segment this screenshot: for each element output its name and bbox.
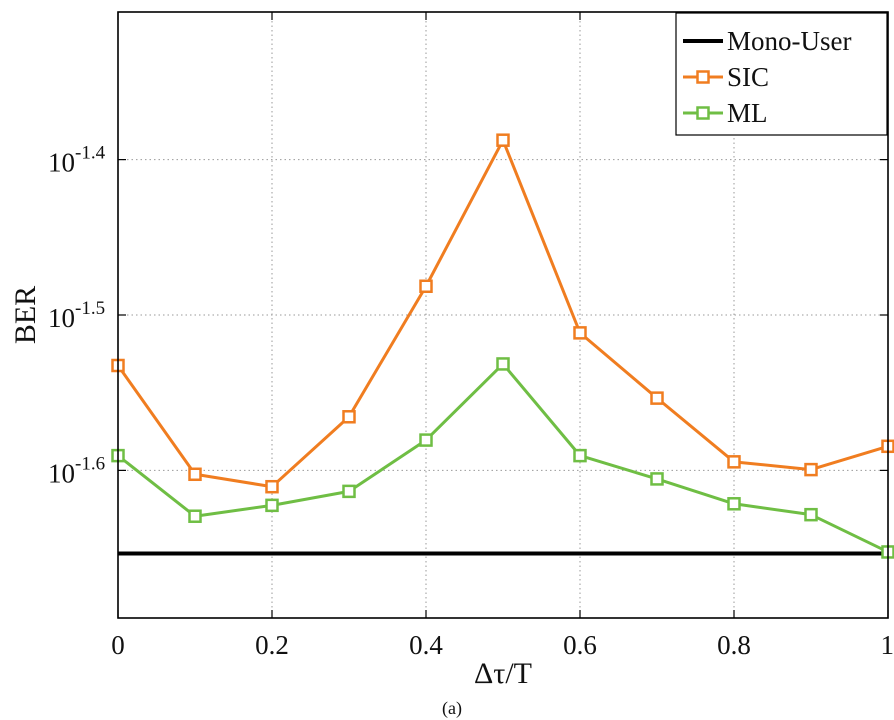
legend-items: Mono-User SIC ML [683,26,851,128]
sic-legend-marker [696,70,710,84]
y-tick-label: 10-1.4 [48,143,106,178]
mono-user-legend-label: Mono-User [727,26,851,56]
ml-data-point [342,484,356,499]
legend-box [675,12,888,136]
ml-legend-marker [696,106,710,120]
ml-data-point [650,472,664,486]
ml-data-point [265,498,279,513]
x-tick-labels: 0 0.2 0.4 0.6 0.8 1 [111,630,894,660]
sic-data-point [804,462,818,477]
figure-caption: (a) [442,698,462,719]
grid-lines [118,12,888,618]
x-axis-title: Δτ/T [474,657,532,690]
ml-data-point [804,507,818,522]
sic-data-point [727,455,741,469]
ml-data-point [496,357,510,371]
ml-data-point [727,497,741,511]
sic-data-point [188,467,202,482]
y-tick-labels: 10-1.4 10-1.5 10-1.6 [48,143,106,489]
x-tick-label: 0.2 [255,630,289,660]
sic-legend-label: SIC [727,62,769,92]
ml-legend-label: ML [727,98,768,128]
x-tick-label: 0.8 [717,630,751,660]
sic-data-point [342,410,356,424]
legend: Mono-User SIC ML [675,12,888,136]
sic-data-point [419,279,433,294]
x-tick-label: 1 [881,630,894,660]
sic-data-point [496,133,510,147]
x-tick-label: 0 [111,630,125,660]
ml-data-point [573,448,587,463]
y-tick-label: 10-1.6 [48,453,105,488]
ml-data-point [419,433,433,447]
sic-data-point [573,326,587,340]
ml-data-point [188,509,202,523]
x-tick-label: 0.6 [563,630,597,660]
sic-data-point [650,391,664,405]
sic-data-point [265,479,279,494]
x-tick-label: 0.4 [409,630,443,660]
y-axis-title: BER [9,286,42,344]
y-tick-label: 10-1.5 [48,298,105,333]
